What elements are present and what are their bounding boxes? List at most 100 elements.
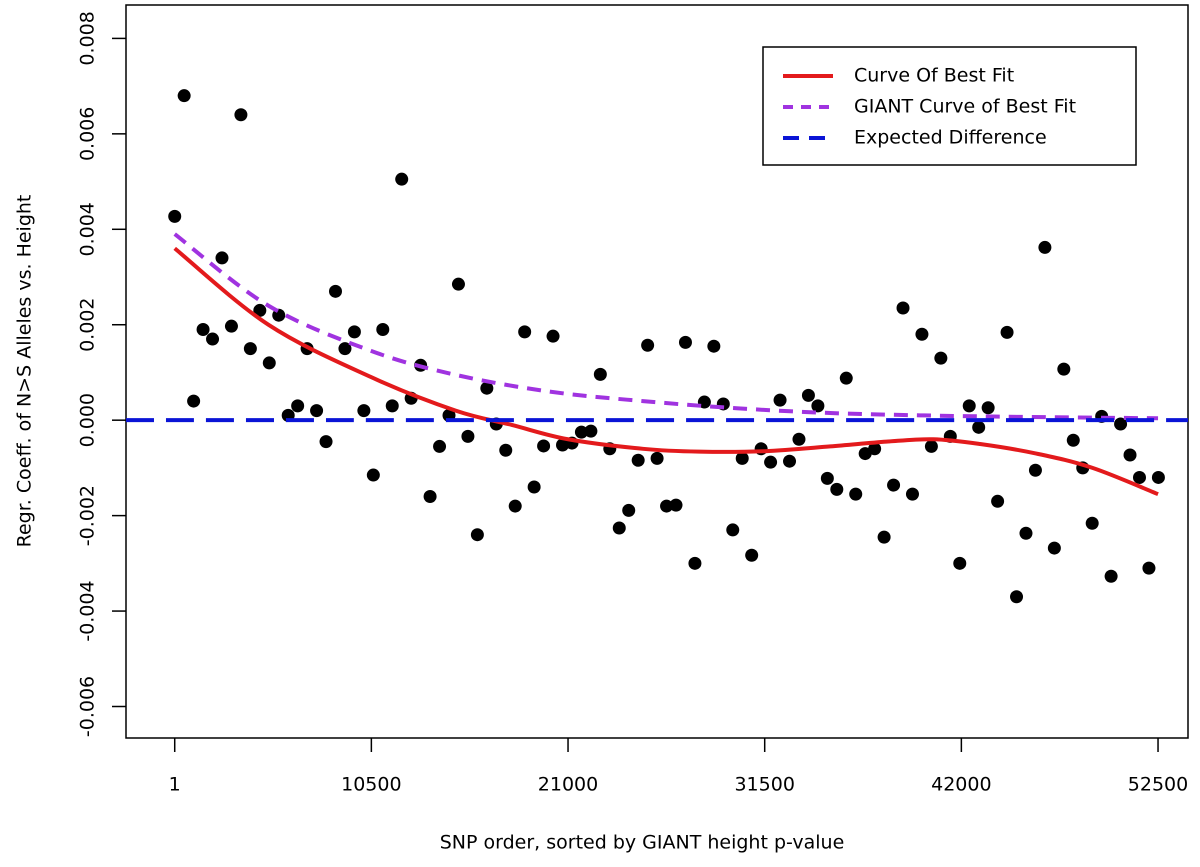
point	[660, 499, 674, 513]
point	[849, 487, 863, 501]
point	[574, 425, 588, 439]
point	[868, 442, 882, 456]
point	[1142, 561, 1156, 575]
point	[688, 556, 702, 570]
x-axis-title: SNP order, sorted by GIANT height p-valu…	[440, 832, 845, 854]
point	[991, 494, 1005, 508]
y-tick-label: -0.004	[77, 580, 99, 641]
point	[726, 523, 740, 537]
point	[735, 451, 749, 465]
y-tick-label: -0.002	[77, 485, 99, 546]
point	[1123, 448, 1137, 462]
point	[1085, 516, 1099, 530]
point	[1000, 325, 1014, 339]
point	[423, 490, 437, 504]
point	[745, 548, 759, 562]
point	[792, 432, 806, 446]
point	[470, 528, 484, 542]
point	[773, 393, 787, 407]
point	[1114, 417, 1128, 431]
point	[584, 424, 598, 438]
point	[593, 367, 607, 381]
point	[215, 251, 229, 265]
fit-line	[173, 232, 1159, 421]
point	[1028, 463, 1042, 477]
point	[433, 439, 447, 453]
point	[395, 172, 409, 186]
point	[347, 325, 361, 339]
plot-frame	[125, 4, 1189, 739]
point	[896, 301, 910, 315]
point	[1038, 240, 1052, 254]
point	[811, 399, 825, 413]
point	[357, 404, 371, 418]
y-tick-label: 0.008	[77, 11, 99, 65]
point	[262, 356, 276, 370]
point	[801, 388, 815, 402]
point	[243, 342, 257, 356]
point	[707, 339, 721, 353]
legend-label: Expected Difference	[854, 127, 1047, 149]
point	[678, 335, 692, 349]
legend-label: GIANT Curve of Best Fit	[854, 96, 1076, 118]
point	[1047, 541, 1061, 555]
x-tick-label: 21000	[538, 774, 598, 796]
point	[641, 338, 655, 352]
x-tick-label: 42000	[931, 774, 991, 796]
y-tick-label: 0.006	[77, 107, 99, 161]
point	[905, 487, 919, 501]
point	[612, 521, 626, 535]
point	[953, 556, 967, 570]
point	[650, 451, 664, 465]
x-tick-label: 52500	[1128, 774, 1188, 796]
point	[328, 284, 342, 298]
x-tick-label: 31500	[734, 774, 794, 796]
y-axis-title: Regr. Coeff. of N>S Alleles vs. Height	[14, 195, 36, 548]
point	[1019, 526, 1033, 540]
point	[499, 443, 513, 457]
point	[839, 371, 853, 385]
point	[480, 381, 494, 395]
point	[177, 89, 191, 103]
point	[622, 503, 636, 517]
point	[385, 399, 399, 413]
point	[915, 327, 929, 341]
point	[1151, 470, 1165, 484]
point	[253, 303, 267, 317]
point	[1104, 569, 1118, 583]
point	[631, 453, 645, 467]
point	[376, 323, 390, 337]
point	[537, 439, 551, 453]
point	[783, 454, 797, 468]
point	[972, 420, 986, 434]
point	[669, 498, 683, 512]
point	[319, 435, 333, 449]
point	[310, 404, 324, 418]
point	[887, 478, 901, 492]
point	[546, 329, 560, 343]
point	[518, 325, 532, 339]
point	[1132, 470, 1146, 484]
point	[934, 351, 948, 365]
point	[196, 323, 210, 337]
y-tick-label: 0.000	[77, 393, 99, 447]
point	[962, 399, 976, 413]
x-tick-label: 1	[169, 774, 181, 796]
point	[527, 480, 541, 494]
x-tick-label: 10500	[341, 774, 401, 796]
point	[168, 209, 182, 223]
point	[291, 399, 305, 413]
point	[187, 394, 201, 408]
point	[764, 455, 778, 469]
point	[820, 471, 834, 485]
y-tick-label: 0.002	[77, 298, 99, 352]
point	[461, 429, 475, 443]
point	[338, 342, 352, 356]
legend-label: Curve Of Best Fit	[854, 65, 1014, 87]
point	[508, 499, 522, 513]
point	[1057, 362, 1071, 376]
point	[451, 277, 465, 291]
fit-line	[173, 246, 1159, 497]
point	[224, 319, 238, 333]
